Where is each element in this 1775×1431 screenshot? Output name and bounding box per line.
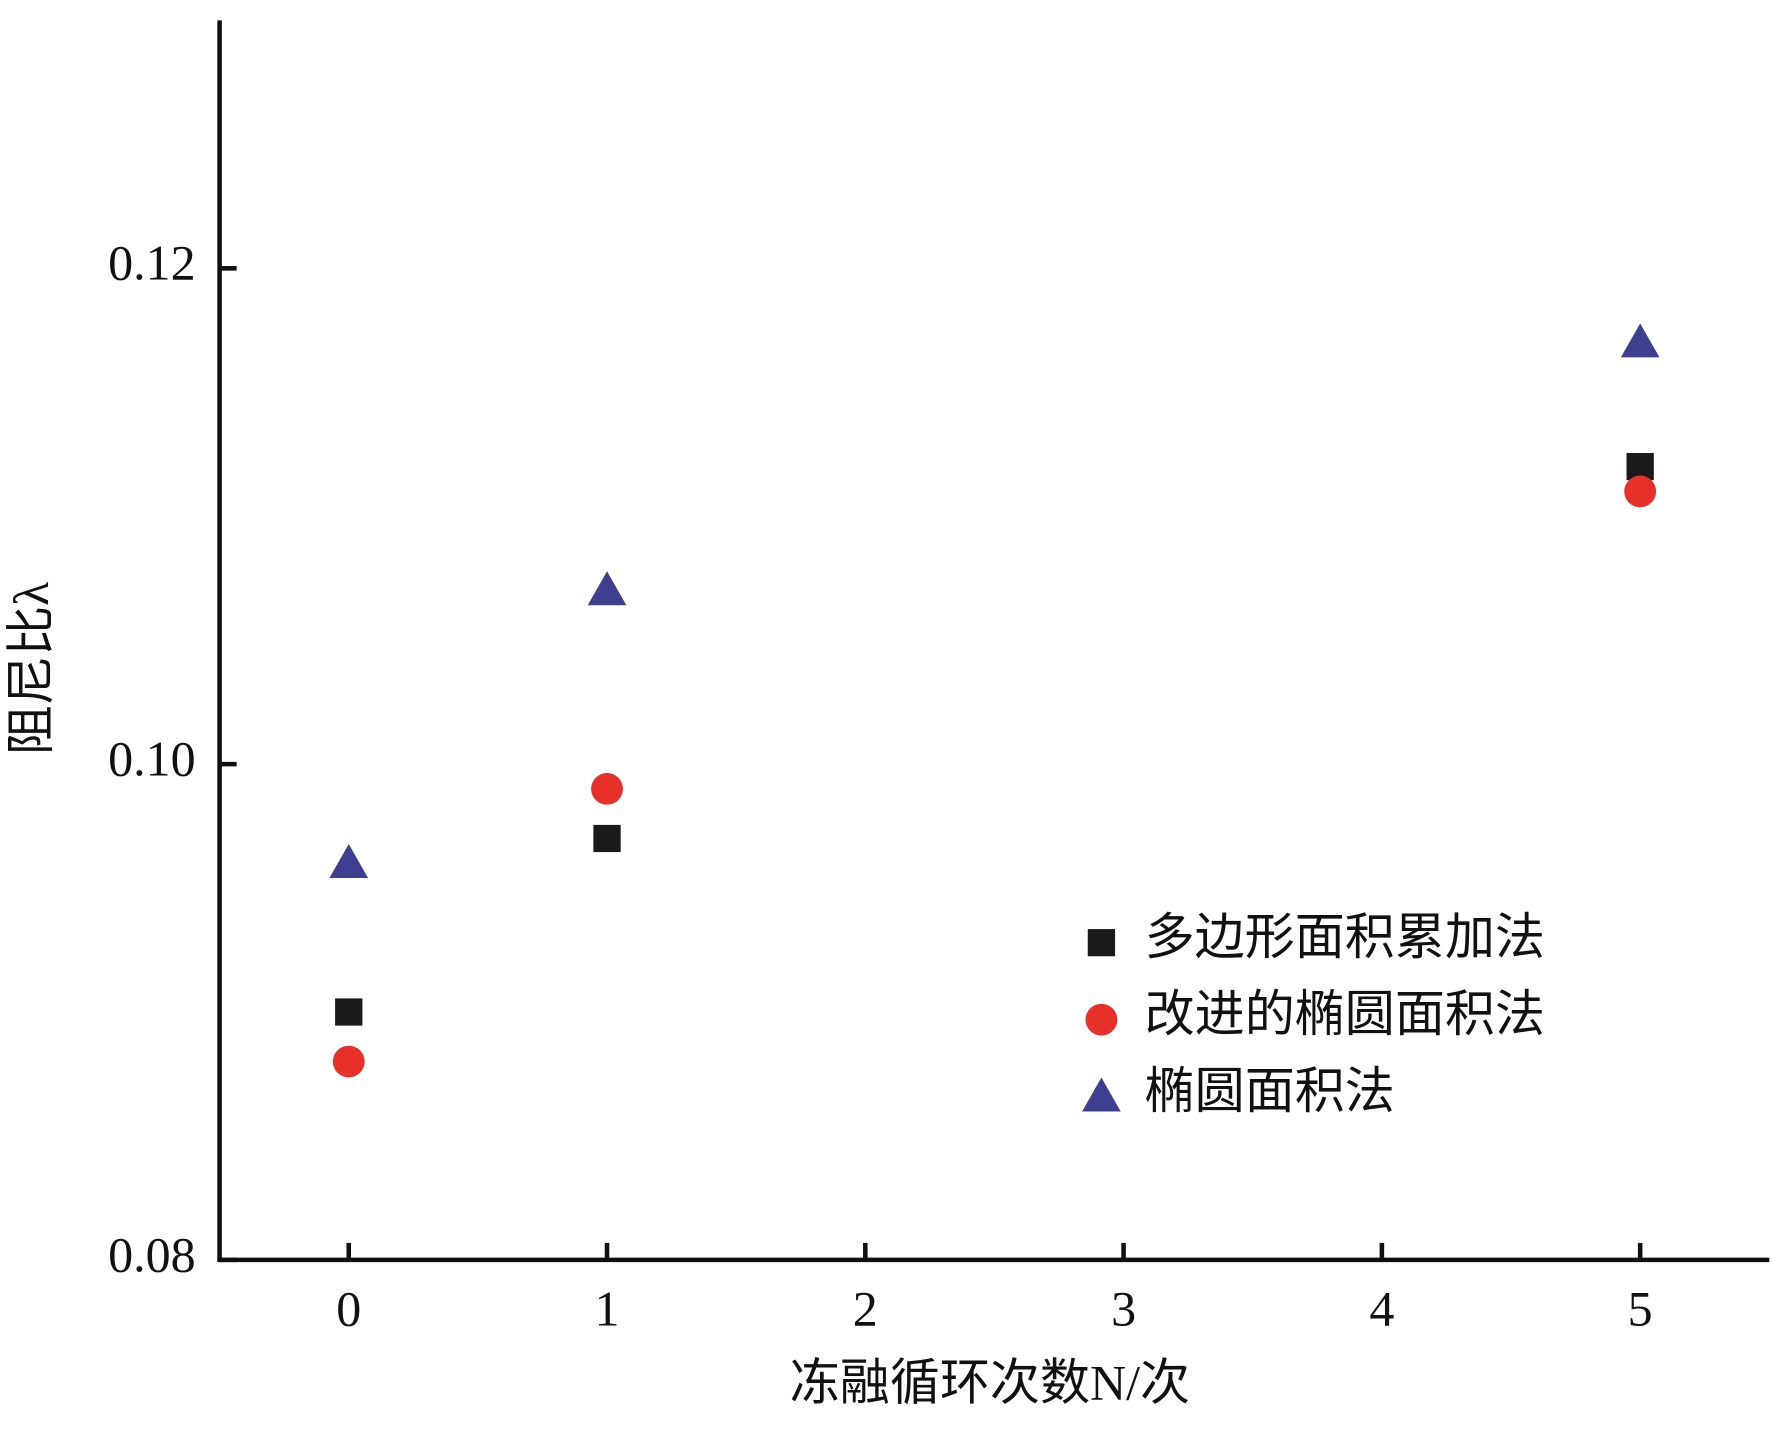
data-point [1620,323,1660,358]
legend-label: 改进的椭圆面积法 [1145,986,1545,1042]
data-point [1624,475,1657,508]
x-tick-label: 2 [853,1281,878,1337]
data-point [335,998,363,1026]
data-point [329,844,369,878]
data-point [587,571,627,606]
legend-label: 多边形面积累加法 [1145,909,1545,965]
x-tick-label: 1 [595,1281,620,1337]
y-tick-label: 0.10 [108,731,196,787]
data-point [591,773,623,805]
data-point [593,824,621,853]
data-point [332,1045,365,1078]
x-axis-label: 冻融循环次数N/次 [790,1354,1190,1410]
x-tick-label: 4 [1369,1281,1394,1337]
x-tick-label: 5 [1628,1281,1653,1337]
y-tick-label: 0.08 [108,1226,196,1282]
legend-marker [1085,1003,1118,1036]
x-tick-label: 0 [336,1281,361,1337]
legend-marker [1087,929,1116,957]
legend-marker [1082,1077,1121,1112]
y-tick-label: 0.12 [108,235,196,291]
x-tick-label: 3 [1111,1281,1136,1337]
y-axis-label: 阻尼比λ [3,582,59,756]
legend-label: 椭圆面积法 [1145,1063,1395,1119]
